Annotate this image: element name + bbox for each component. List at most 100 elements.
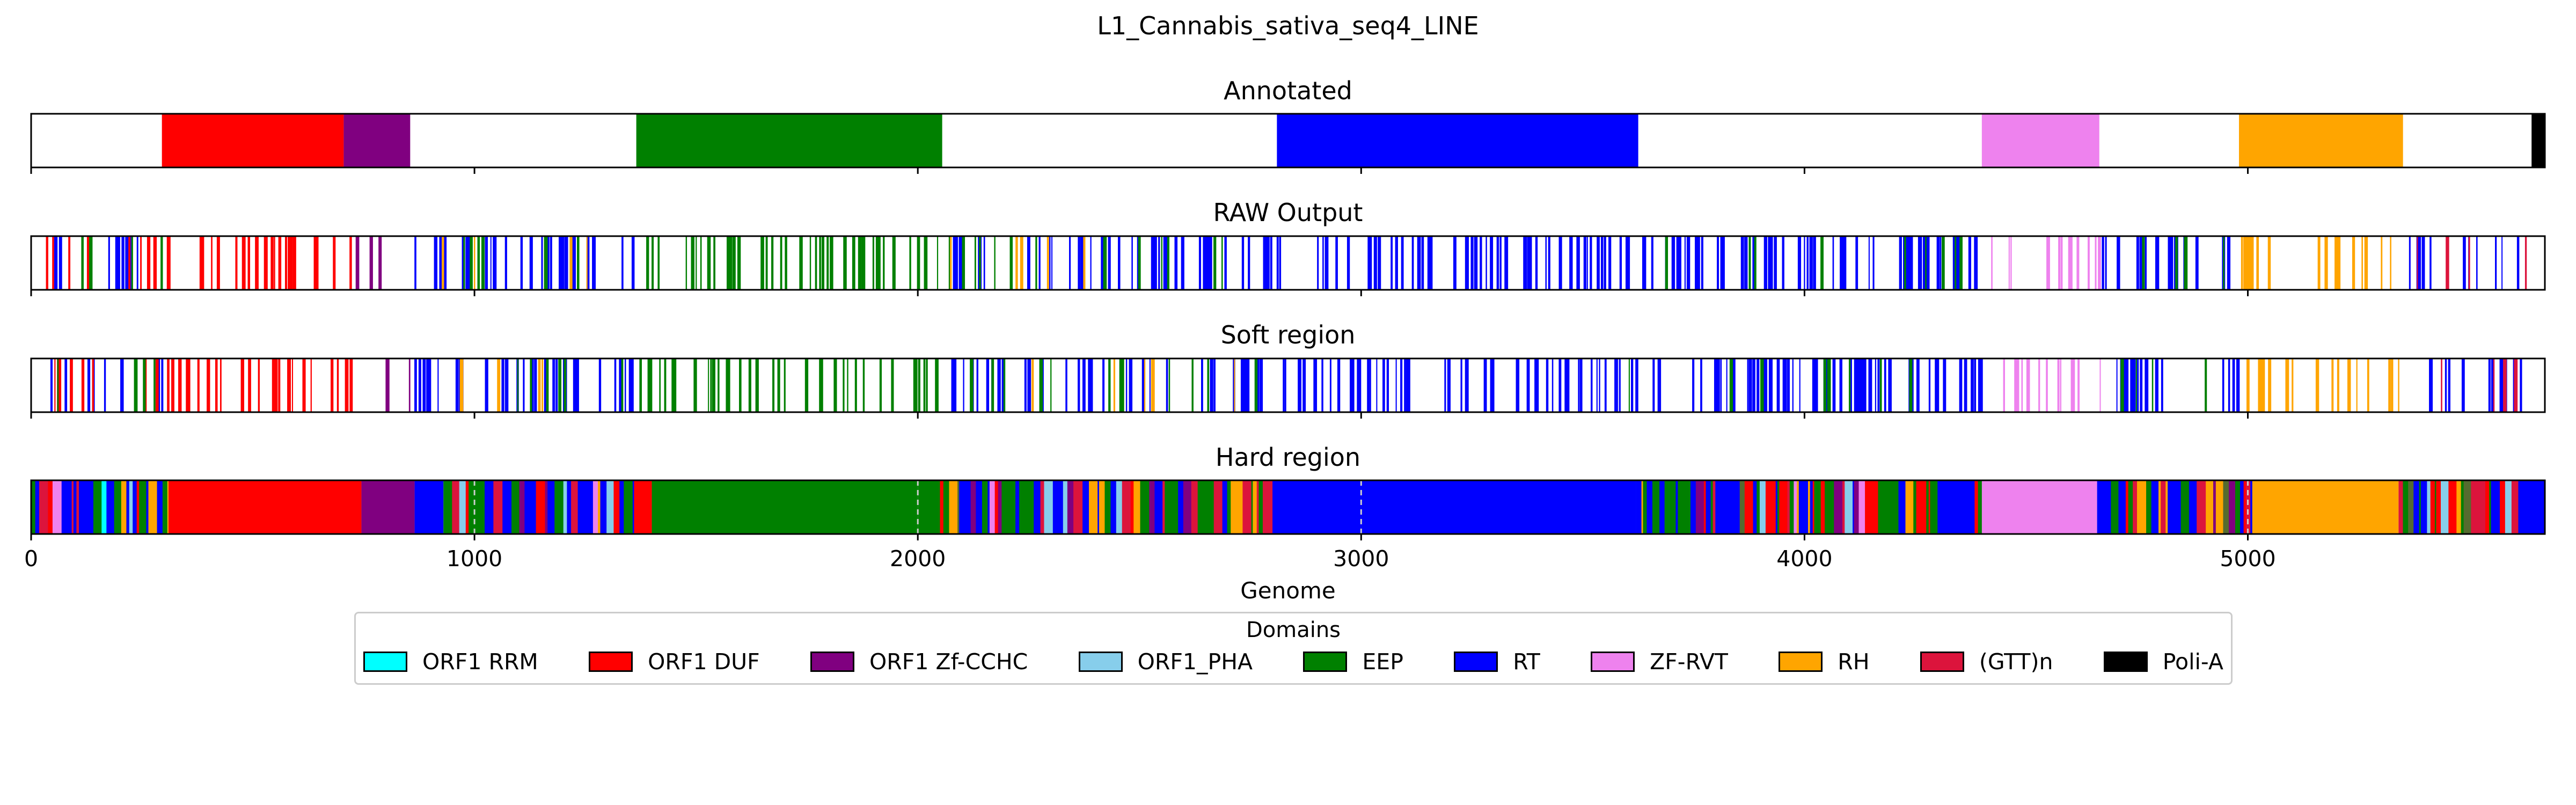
hit-bar-raw-output — [1198, 236, 1202, 290]
hit-bar-raw-output — [652, 236, 654, 290]
segment-mixed-hard-region — [121, 480, 127, 534]
segment-mixed-hard-region — [613, 480, 620, 534]
segment-mixed-hard-region — [528, 480, 537, 534]
segment-mixed-hard-region — [106, 480, 115, 534]
hit-bar-soft-region — [693, 358, 697, 412]
segment-mixed-hard-region — [465, 480, 469, 534]
hit-bar-soft-region — [1207, 358, 1210, 412]
hit-bar-soft-region — [2493, 358, 2495, 412]
segment-mixed-hard-region — [994, 480, 999, 534]
hit-bar-soft-region — [1001, 358, 1005, 412]
hit-bar-soft-region — [2135, 358, 2137, 412]
hit-bar-raw-output — [378, 236, 382, 290]
track-title-raw-output: RAW Output — [1213, 198, 1363, 227]
segment-mixed-hard-region — [1073, 480, 1083, 534]
hit-bar-soft-region — [145, 358, 147, 412]
segment-mixed-hard-region — [982, 480, 988, 534]
segment-mixed-hard-region — [1027, 480, 1034, 534]
hit-bar-raw-output — [1213, 236, 1217, 290]
hit-bar-raw-output — [1586, 236, 1588, 290]
segment-mixed-hard-region — [2403, 480, 2405, 534]
legend-label: ORF1_PHA — [1137, 649, 1253, 675]
legend-label: RT — [1513, 649, 1540, 675]
hit-bar-soft-region — [2123, 358, 2127, 412]
hit-bar-soft-region — [674, 358, 677, 412]
hit-bar-soft-region — [2461, 358, 2465, 412]
hit-bar-raw-output — [1505, 236, 1507, 290]
hit-bar-raw-output — [294, 236, 296, 290]
hit-bar-soft-region — [1400, 358, 1403, 412]
segment-mixed-hard-region — [1258, 480, 1263, 534]
hit-bar-soft-region — [1731, 358, 1735, 412]
hit-bar-soft-region — [2367, 358, 2369, 412]
track-frame-soft-region — [30, 357, 2546, 413]
hit-bar-raw-output — [465, 236, 469, 290]
segment-mixed-hard-region — [2436, 480, 2441, 534]
segment-mixed-hard-region — [2102, 480, 2111, 534]
segment-mixed-hard-region — [1130, 480, 1134, 534]
hit-bar-soft-region — [274, 358, 278, 412]
segment-mixed-hard-region — [1172, 480, 1179, 534]
legend-swatch — [1779, 652, 1823, 672]
segment-mixed-hard-region — [1044, 480, 1053, 534]
hit-bar-soft-region — [242, 358, 245, 412]
hit-bar-soft-region — [104, 358, 106, 412]
segment-hard-region — [1981, 480, 2097, 534]
track-background-soft-region — [31, 358, 2545, 412]
hit-bar-raw-output — [199, 236, 202, 290]
hit-bar-raw-output — [955, 236, 958, 290]
legend-item: RH — [1779, 649, 1870, 675]
hit-bar-soft-region — [1631, 358, 1634, 412]
hit-bar-raw-output — [201, 236, 204, 290]
hit-bar-soft-region — [923, 358, 926, 412]
hit-bar-raw-output — [1378, 236, 1381, 290]
segment-mixed-hard-region — [1959, 480, 1964, 534]
hit-bar-soft-region — [1404, 358, 1406, 412]
legend-label: ORF1 Zf-CCHC — [869, 649, 1028, 675]
segment-mixed-hard-region — [545, 480, 548, 534]
hit-bar-soft-region — [81, 358, 85, 412]
hit-bar-raw-output — [477, 236, 480, 290]
hit-bar-raw-output — [1926, 236, 1929, 290]
hit-bar-raw-output — [2495, 236, 2497, 290]
hit-bar-soft-region — [1787, 358, 1788, 412]
hit-bar-raw-output — [1417, 236, 1419, 290]
hit-bar-soft-region — [1119, 358, 1122, 412]
hit-bar-soft-region — [302, 358, 306, 412]
hit-bar-soft-region — [1151, 358, 1155, 412]
track-frame-hard-region — [30, 479, 2546, 535]
hit-bar-raw-output — [1625, 236, 1629, 290]
hit-bar-raw-output — [1597, 236, 1600, 290]
hit-bar-soft-region — [1031, 358, 1034, 412]
hit-bar-soft-region — [562, 358, 565, 412]
hit-bar-raw-output — [2421, 236, 2425, 290]
hit-bar-soft-region — [1720, 358, 1722, 412]
segment-mixed-hard-region — [1052, 480, 1056, 534]
hit-bar-soft-region — [517, 358, 519, 412]
hit-bar-soft-region — [186, 358, 188, 412]
hit-bar-soft-region — [2391, 358, 2394, 412]
hit-bar-soft-region — [1027, 358, 1031, 412]
hit-bar-raw-output — [1421, 236, 1424, 290]
hit-bar-soft-region — [1981, 358, 1983, 412]
hit-bar-soft-region — [1382, 358, 1385, 412]
segment-mixed-hard-region — [1739, 480, 1745, 534]
hit-bar-soft-region — [1298, 358, 1300, 412]
hit-bar-soft-region — [1868, 358, 1872, 412]
hit-bar-soft-region — [1465, 358, 1469, 412]
hit-bar-raw-output — [962, 236, 965, 290]
segment-mixed-hard-region — [1242, 480, 1252, 534]
hit-bar-raw-output — [1928, 236, 1930, 290]
hit-bar-raw-output — [691, 236, 695, 290]
hit-bar-raw-output — [493, 236, 497, 290]
hit-bar-raw-output — [737, 236, 741, 290]
segment-mixed-hard-region — [1974, 480, 1979, 534]
segment-mixed-hard-region — [2471, 480, 2479, 534]
hit-bar-soft-region — [1210, 358, 1213, 412]
hit-bar-soft-region — [772, 358, 775, 412]
track-title-soft-region: Soft region — [1221, 320, 1356, 349]
segment-mixed-hard-region — [445, 480, 450, 534]
track-frame-raw-output — [30, 235, 2546, 291]
hit-bar-raw-output — [1909, 236, 1913, 290]
hit-bar-soft-region — [134, 358, 138, 412]
